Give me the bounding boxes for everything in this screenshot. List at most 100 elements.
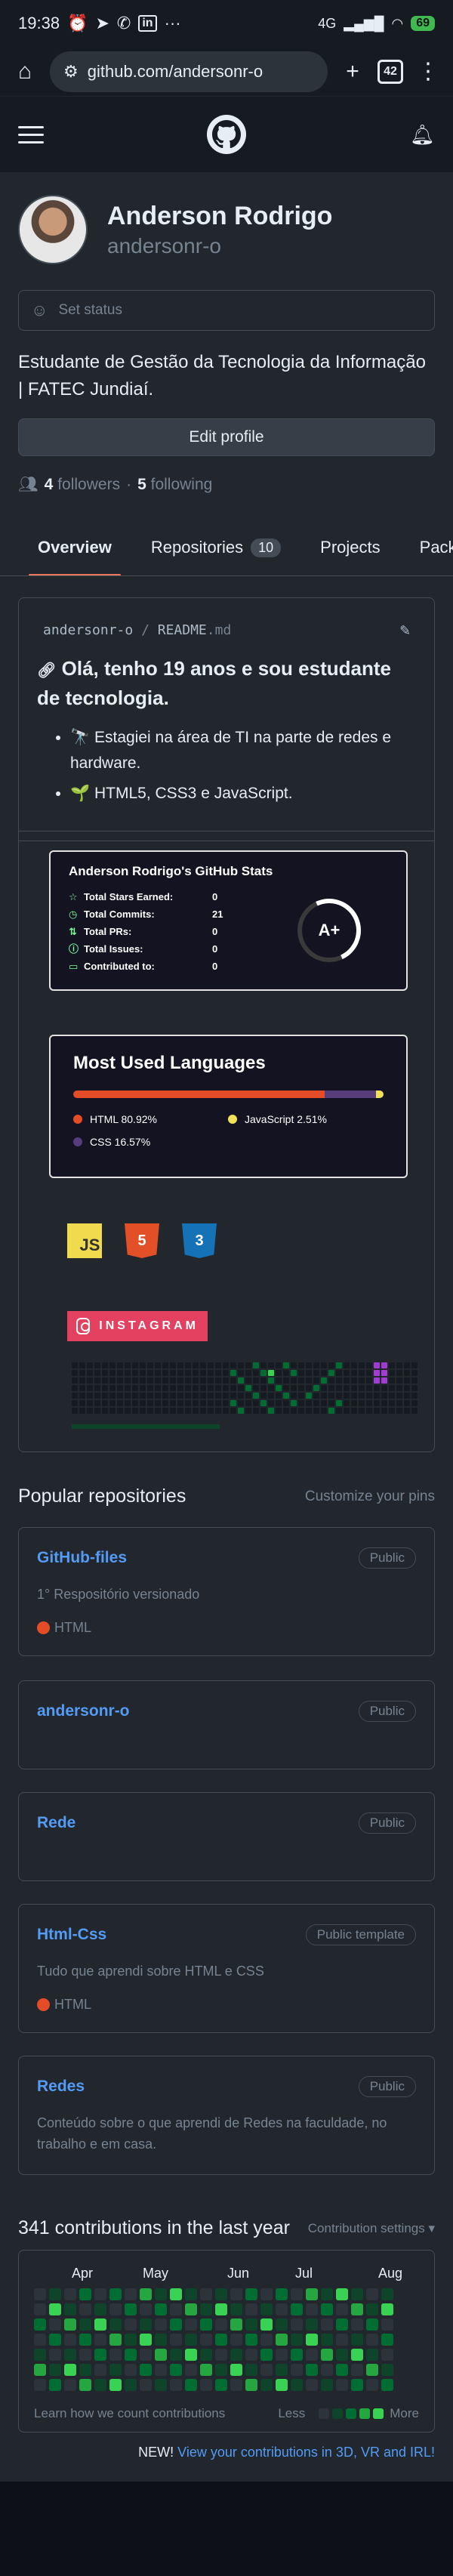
month-label: Apr — [72, 2266, 94, 2281]
instagram-badge-link[interactable]: INSTAGRAM — [67, 1311, 208, 1341]
wifi-icon: ◠ — [391, 15, 404, 31]
browser-menu-icon[interactable]: ⋮ — [417, 59, 439, 84]
address-bar[interactable]: ⚙ github.com/andersonr-o — [50, 51, 328, 92]
languages-title: Most Used Languages — [73, 1053, 266, 1073]
repo-link[interactable]: Rede — [37, 1814, 76, 1831]
repo-card-redes: Redes Public Conteúdo sobre o que aprend… — [18, 2056, 435, 2175]
repo-card-html-css: Html-Css Public template Tudo que aprend… — [18, 1904, 435, 2033]
repo-description: 1° Respositório versionado — [37, 1587, 200, 1602]
tab-projects[interactable]: Projects — [320, 538, 381, 557]
stat-value: 21 — [212, 909, 223, 920]
repo-description: Conteúdo sobre o que aprendi de Redes na… — [37, 2115, 387, 2152]
stat-icon: ☆ — [69, 891, 78, 902]
visibility-badge: Public — [358, 1701, 416, 1722]
readme-path: andersonr-o / README.md — [43, 622, 232, 638]
stat-value: 0 — [212, 943, 218, 955]
repo-link[interactable]: GitHub-files — [37, 1549, 127, 1566]
tab-switcher-button[interactable]: 42 — [378, 59, 403, 84]
network-type: 4G — [318, 15, 337, 31]
language-bar-segment — [375, 1091, 384, 1098]
stat-label: Contributed to: — [84, 961, 155, 972]
month-label: May — [143, 2266, 169, 2281]
repositories-count: 10 — [251, 538, 282, 557]
repo-card-rede: Rede Public — [18, 1792, 435, 1881]
github-logo-icon[interactable] — [207, 115, 247, 154]
edit-pencil-icon[interactable]: ✎ — [399, 621, 410, 640]
html5-icon: 5 — [125, 1223, 159, 1258]
signal-icon: ▂▄▆█ — [344, 15, 384, 31]
visibility-badge: Public — [358, 2076, 416, 2097]
alarm-icon: ⏰ — [67, 14, 88, 32]
avatar[interactable] — [18, 195, 88, 264]
javascript-icon: JS — [67, 1223, 102, 1258]
linkedin-icon: in — [138, 15, 157, 32]
language-legend-item: HTML 80.92% — [73, 1113, 228, 1125]
customize-pins-link[interactable]: Customize your pins — [304, 1488, 435, 1504]
profile-bio: Estudante de Gestão da Tecnologia da Inf… — [18, 352, 426, 400]
battery-badge: 69 — [411, 16, 435, 31]
stat-icon: ⓘ — [69, 943, 79, 955]
link-icon[interactable]: 🔗︎ — [37, 662, 57, 679]
url-text: github.com/andersonr-o — [87, 61, 263, 81]
language-bar-segment — [324, 1091, 376, 1098]
menu-icon[interactable] — [18, 125, 44, 143]
set-status-button[interactable]: ☺ Set status — [18, 290, 435, 331]
month-labels: Apr May Jun Jul Aug — [34, 2266, 419, 2285]
tab-overview[interactable]: Overview — [18, 524, 131, 575]
main-content: andersonr-o / README.md ✎ 🔗︎ Olá, tenho … — [0, 576, 453, 2482]
visibility-badge: Public — [358, 1812, 416, 1834]
contribution-calendar: Apr May Jun Jul Aug Learn how we count c… — [18, 2250, 435, 2433]
visibility-badge: Public — [358, 1547, 416, 1569]
follow-stats: 👥︎ 4 followers · 5 following — [18, 476, 213, 493]
stat-value: 0 — [212, 926, 218, 937]
tech-icons: JS 5 3 — [67, 1223, 434, 1258]
repo-language: HTML — [37, 1620, 416, 1636]
stat-row: ◷ Total Commits: 21 — [69, 905, 388, 923]
readme-owner[interactable]: andersonr-o — [43, 622, 134, 638]
readme-card: andersonr-o / README.md ✎ 🔗︎ Olá, tenho … — [18, 597, 435, 1452]
stat-icon: ⇅ — [69, 926, 77, 937]
repo-language: HTML — [37, 1997, 416, 2013]
browser-toolbar: ⌂ ⚙ github.com/andersonr-o + 42 ⋮ — [0, 47, 453, 97]
language-legend-item: CSS 16.57% — [73, 1136, 228, 1148]
learn-contributions-link[interactable]: Learn how we count contributions — [34, 2406, 226, 2420]
readme-list: 🔭 Estagiei na área de TI na parte de red… — [70, 725, 416, 807]
new-tab-icon[interactable]: + — [346, 58, 359, 84]
contributions-title: 341 contributions in the last year — [18, 2217, 290, 2238]
followers-link[interactable]: 4 followers — [44, 476, 121, 493]
edit-profile-button[interactable]: Edit profile — [18, 418, 435, 456]
repo-link[interactable]: Html-Css — [37, 1926, 107, 1943]
repo-card-github-files: GitHub-files Public 1° Respositório vers… — [18, 1527, 435, 1656]
stat-row: ⓘ Total Issues: 0 — [69, 940, 388, 958]
stat-row: ▭ Contributed to: 0 — [69, 958, 388, 975]
notification-bell-icon[interactable]: 🔔︎ — [409, 122, 435, 146]
repo-link[interactable]: andersonr-o — [37, 1702, 130, 1720]
site-info-icon[interactable]: ⚙ — [63, 61, 79, 81]
month-label: Jul — [295, 2266, 313, 2281]
languages-bar — [73, 1091, 384, 1098]
stat-icon: ▭ — [69, 961, 79, 972]
popular-repos-title: Popular repositories — [18, 1485, 186, 1507]
following-link[interactable]: 5 following — [137, 476, 213, 493]
set-status-label: Set status — [58, 302, 122, 318]
clock: 19:38 — [18, 14, 60, 32]
tab-packages[interactable]: Packages — [419, 538, 453, 557]
home-icon[interactable]: ⌂ — [17, 58, 32, 84]
visibility-badge: Public template — [305, 1924, 416, 1945]
repo-link[interactable]: Redes — [37, 2078, 85, 2095]
contributions-header: 341 contributions in the last year Contr… — [18, 2217, 435, 2239]
language-bar-segment — [73, 1091, 325, 1098]
view-3d-link[interactable]: View your contributions in 3D, VR and IR… — [177, 2445, 435, 2460]
stat-icon: ◷ — [69, 909, 78, 920]
readme-file[interactable]: README — [157, 622, 207, 638]
css3-icon: 3 — [182, 1223, 217, 1258]
contribution-settings-button[interactable]: Contribution settings ▾ — [307, 2220, 435, 2235]
stat-row: ☆ Total Stars Earned: 0 — [69, 888, 388, 905]
tab-repositories[interactable]: Repositories 10 — [131, 524, 300, 575]
people-icon: 👥︎ — [18, 476, 39, 493]
status-bar: 19:38 ⏰ ➤ ✆ in ··· 4G ▂▄▆█ ◠ 69 — [0, 0, 453, 47]
month-label: Jun — [227, 2266, 250, 2281]
contributions-3d-promo: NEW! View your contributions in 3D, VR a… — [138, 2445, 435, 2460]
language-color-dot — [37, 1621, 50, 1634]
